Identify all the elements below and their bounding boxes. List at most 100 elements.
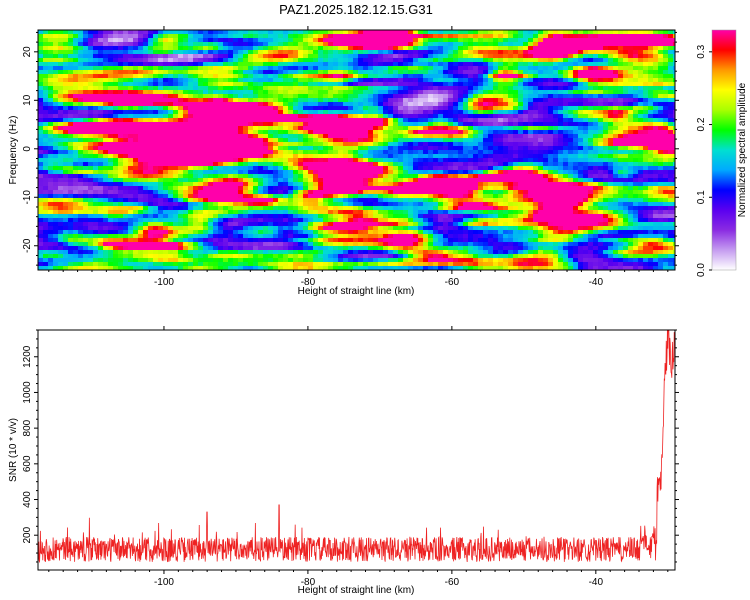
spectrogram-cell	[468, 114, 474, 119]
spectrogram-cell	[328, 30, 334, 35]
spectrogram-cell	[353, 94, 359, 99]
spectrogram-cell	[323, 134, 329, 139]
spectrogram-cell	[373, 166, 379, 171]
spectrogram-cell	[263, 138, 269, 143]
spectrogram-cell	[658, 166, 664, 171]
spectrogram-cell	[468, 82, 474, 87]
spectrogram-cell	[348, 138, 354, 143]
spectrogram-cell	[228, 106, 234, 111]
spectrogram-cell	[183, 146, 189, 151]
spectrogram-cell	[73, 74, 79, 79]
spectrogram-cell	[368, 130, 374, 135]
spectrogram-cell	[553, 50, 559, 55]
spectrogram-cell	[173, 78, 179, 83]
spectrogram-cell	[523, 130, 529, 135]
spectrogram-cell	[398, 106, 404, 111]
spectrogram-cell	[188, 90, 194, 95]
spectrogram-cell	[483, 34, 489, 39]
spectrogram-cell	[383, 94, 389, 99]
spectrogram-cell	[338, 134, 344, 139]
spectrogram-cell	[278, 70, 284, 75]
spectrogram-cell	[43, 54, 49, 59]
spectrogram-cell	[578, 110, 584, 115]
spectrogram-cell	[253, 150, 259, 155]
spectrogram-cell	[173, 114, 179, 119]
spectrogram-cell	[188, 66, 194, 71]
spectrogram-cell	[193, 154, 199, 159]
spectrogram-cell	[673, 90, 675, 95]
spectrogram-cell	[43, 134, 49, 139]
spectrogram-cell	[353, 78, 359, 83]
spectrogram-cell	[53, 62, 59, 67]
spectrogram-cell	[578, 170, 584, 175]
spectrogram-cell	[333, 130, 339, 135]
spectrogram-cell	[123, 122, 129, 127]
spectrogram-cell	[73, 138, 79, 143]
spectrogram-cell	[513, 38, 519, 43]
spectrogram-cell	[493, 150, 499, 155]
spectrogram-cell	[338, 154, 344, 159]
spectrogram-cell	[203, 166, 209, 171]
spectrogram-cell	[223, 138, 229, 143]
spectrogram-cell	[273, 54, 279, 59]
spectrogram-cell	[143, 130, 149, 135]
spectrogram-cell	[318, 98, 324, 103]
spectrogram-cell	[153, 122, 159, 127]
spectrogram-cell	[208, 34, 214, 39]
spectrogram-cell	[503, 70, 509, 75]
spectrogram-cell	[213, 78, 219, 83]
spectrogram-cell	[43, 150, 49, 155]
spectrogram-cell	[533, 54, 539, 59]
spectrogram-cell	[288, 138, 294, 143]
spectrogram-cell	[528, 134, 534, 139]
spectrogram-cell	[588, 98, 594, 103]
spectrogram-cell	[673, 34, 675, 39]
spectrogram-cell	[228, 118, 234, 123]
spectrogram-cell	[503, 158, 509, 163]
spectrogram-cell	[93, 130, 99, 135]
spectrogram-cell	[568, 146, 574, 151]
spectrogram-cell	[338, 182, 344, 187]
spectrogram-cell	[373, 54, 379, 59]
spectrogram-cell	[543, 74, 549, 79]
spectrogram-cell	[93, 58, 99, 63]
spectrogram-cell	[138, 34, 144, 39]
spectrogram-cell	[588, 138, 594, 143]
spectrogram-cell	[98, 78, 104, 83]
spectrogram-cell	[418, 94, 424, 99]
spectrogram-cell	[653, 150, 659, 155]
spectrogram-cell	[573, 150, 579, 155]
spectrogram-cell	[138, 82, 144, 87]
spectrogram-cell	[463, 50, 469, 55]
spectrogram-cell	[113, 142, 119, 147]
spectrogram-cell	[653, 46, 659, 51]
spectrogram-cell	[318, 62, 324, 67]
spectrogram-cell	[653, 54, 659, 59]
spectrogram-cell	[548, 46, 554, 51]
spectrogram-cell	[488, 158, 494, 163]
spectrogram-cell	[458, 98, 464, 103]
spectrogram-cell	[293, 110, 299, 115]
spectrogram-cell	[463, 30, 469, 35]
spectrogram-cell	[323, 102, 329, 107]
spectrogram-cell	[628, 34, 634, 39]
spectrogram-cell	[193, 110, 199, 115]
spectrogram-cell	[168, 94, 174, 99]
spectrogram-cell	[133, 54, 139, 59]
spectrogram-cell	[538, 102, 544, 107]
spectrogram-cell	[448, 70, 454, 75]
spectrogram-cell	[408, 50, 414, 55]
spectrogram-cell	[573, 46, 579, 51]
spectrogram-cell	[158, 174, 164, 179]
spectrogram-cell	[638, 30, 644, 35]
spectrogram-cell	[83, 94, 89, 99]
spectrogram-cell	[288, 114, 294, 119]
spectrogram-cell	[268, 42, 274, 47]
spectrogram-cell	[83, 110, 89, 115]
spectrogram-cell	[48, 114, 54, 119]
spectrogram-cell	[593, 178, 599, 183]
spectrogram-cell	[398, 122, 404, 127]
spectrogram-cell	[333, 134, 339, 139]
spectrogram-cell	[303, 66, 309, 71]
spectrogram-cell	[63, 102, 69, 107]
